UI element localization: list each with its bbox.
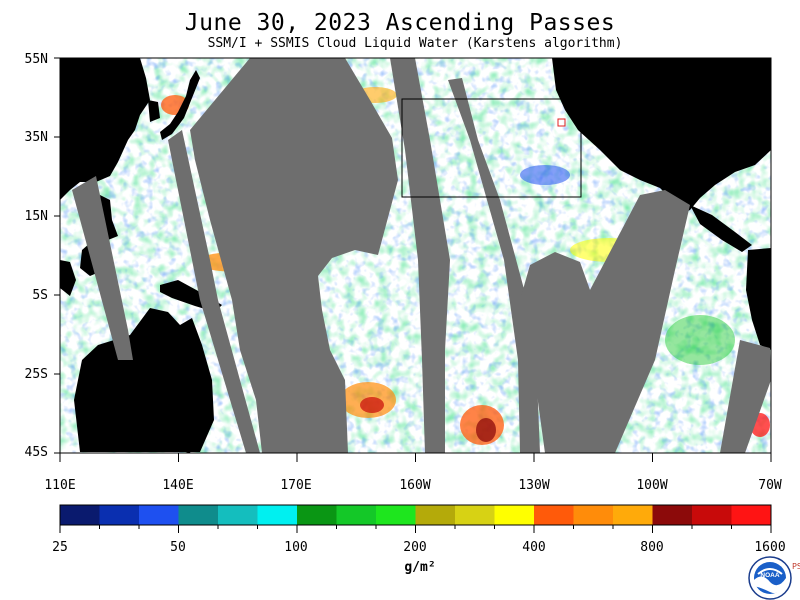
colorbar-label-100: 100 [284,540,308,555]
lon-label-110e: 110E [44,478,76,493]
colorbar-label-800: 800 [640,540,664,555]
lat-label-15n: 15N [24,209,48,224]
psl-mark: PSL [792,562,800,571]
swath-gap-7 [720,340,771,453]
swath-gap-5 [448,78,540,453]
sumatra-land [60,260,76,296]
asia-mainland-land [60,58,150,200]
lat-label-5s: 5S [32,288,48,303]
colorbar [59,504,772,533]
swath-gap-3 [190,58,398,453]
colorbar-label-50: 50 [170,540,186,555]
swath-gap-1 [72,176,133,360]
chart-title: June 30, 2023 Ascending Passes [184,10,616,36]
colorbar-swatch-12 [534,505,574,525]
colorbar-swatch-9 [415,505,456,525]
lon-label-170e: 170E [280,478,312,493]
colorbar-swatch-11 [494,505,535,525]
colorbar-swatch-4 [218,505,258,525]
australia-land [74,308,214,452]
colorbar-swatch-3 [178,505,219,525]
colorbar-swatch-5 [257,505,298,525]
colorbar-swatch-17 [731,505,772,525]
colorbar-label-200: 200 [403,540,427,555]
location-marker [557,118,566,127]
colorbar-swatch-10 [455,505,495,525]
lat-label-45s: 45S [24,445,48,460]
region-of-interest-box [401,98,582,198]
latitude-ticks [54,57,60,454]
lon-label-160w: 160W [399,478,431,493]
colorbar-units: g/m² [404,560,436,575]
japan-land [160,70,200,140]
lon-label-70w: 70W [758,478,782,493]
colorbar-swatch-14 [613,505,653,525]
south-america-land [746,248,771,350]
colorbar-swatch-8 [376,505,416,525]
swath-gaps [72,58,771,453]
swath-gap-2 [168,130,260,453]
lat-label-25s: 25S [24,367,48,382]
colorbar-swatch-15 [652,505,693,525]
korea-land [148,100,160,122]
landmasses [60,58,771,453]
colorbar-swatch-2 [139,505,179,525]
colorbar-swatch-7 [336,505,377,525]
chart-subtitle: SSM/I + SSMIS Cloud Liquid Water (Karste… [207,36,623,51]
north-america-land [552,58,771,215]
swath-gap-4 [390,58,450,453]
colorbar-swatch-6 [297,505,337,525]
tasmania-land [176,443,192,453]
lat-label-35n: 35N [24,130,48,145]
central-america-land [690,205,752,252]
colorbar-swatch-13 [573,505,614,525]
lon-label-140e: 140E [162,478,194,493]
lat-label-55n: 55N [24,52,48,67]
colorbar-swatch-1 [99,505,140,525]
swath-gap-6 [520,190,690,453]
lon-label-130w: 130W [518,478,550,493]
noaa-logo-text: NOAA [760,572,779,579]
colorbar-swatch-0 [60,505,100,525]
colorbar-swatch-16 [692,505,732,525]
longitude-ticks [59,453,772,462]
colorbar-label-1600: 1600 [754,540,786,555]
colorbar-label-400: 400 [522,540,546,555]
noaa-logo-icon: NOAA [748,556,792,600]
lon-label-100w: 100W [636,478,668,493]
colorbar-label-25: 25 [52,540,68,555]
